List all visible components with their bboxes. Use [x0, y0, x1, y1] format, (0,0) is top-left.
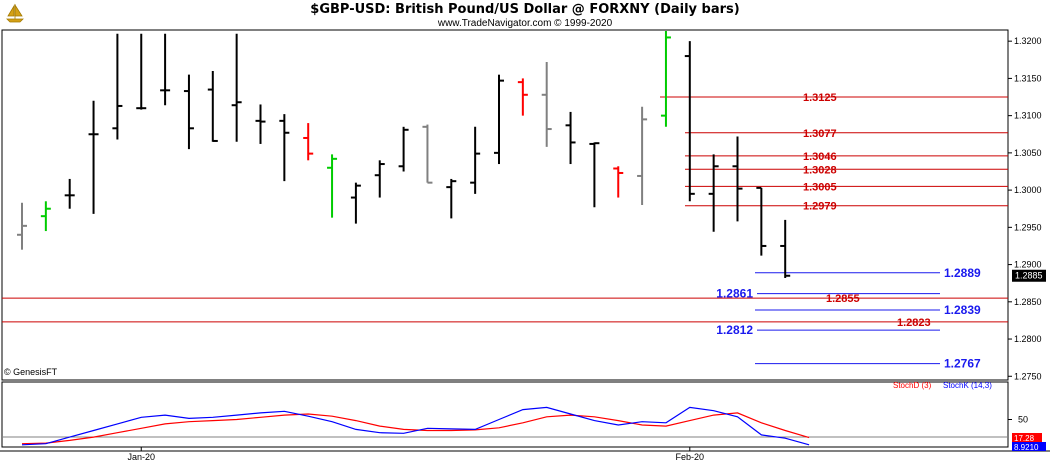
ohlc-bar [231, 33, 242, 142]
chart-title: $GBP-USD: British Pound/US Dollar @ FORX… [310, 2, 740, 17]
ohlc-bar [684, 41, 695, 202]
ohlc-bar [565, 111, 576, 165]
ohlc-bar [422, 124, 433, 184]
price-tick-label: 1.2850 [1014, 297, 1042, 307]
ohlc-bar [160, 33, 171, 106]
ohlc-bar [183, 74, 194, 150]
time-tick-label: Feb-20 [676, 452, 705, 462]
level-label: 1.2889 [944, 266, 981, 280]
stoch-k-value-box [1012, 442, 1046, 451]
stoch-d-line [21, 412, 810, 445]
level-label: 1.2839 [944, 303, 981, 317]
price-tick-label: 1.3200 [1014, 36, 1042, 46]
stoch-d-value: 17.28 [1014, 434, 1035, 443]
ohlc-bar [637, 106, 648, 205]
time-tick-label: Jan-20 [127, 452, 155, 462]
ohlc-bar [780, 219, 791, 278]
ohlc-bar [446, 178, 457, 219]
level-label: 1.2767 [944, 357, 981, 371]
chart-header: $GBP-USD: British Pound/US Dollar @ FORX… [0, 0, 1050, 30]
ohlc-bar [517, 78, 528, 116]
data-credit: © GenesisFT [4, 367, 58, 377]
last-price-box [1012, 269, 1046, 282]
ohlc-bar [207, 70, 218, 142]
stoch-k-legend: StochK (14,3) [943, 381, 992, 390]
stoch-k-line [21, 406, 810, 446]
ohlc-bar [279, 114, 290, 182]
level-label: 1.2812 [716, 323, 753, 337]
price-tick-label: 1.2750 [1014, 371, 1042, 381]
stoch-d-value-box [1012, 433, 1042, 442]
level-label: 1.3125 [803, 92, 837, 104]
ohlc-bar [136, 33, 147, 110]
level-label: 1.2823 [897, 317, 931, 329]
level-label: 1.2855 [826, 293, 860, 305]
ohlc-bar [613, 166, 624, 198]
level-label: 1.2861 [716, 287, 753, 301]
ohlc-bar [589, 142, 600, 208]
stoch-d-legend: StochD (3) [893, 381, 932, 390]
price-tick-label: 1.2900 [1014, 260, 1042, 270]
ohlc-bar [732, 136, 743, 222]
ohlc-bar [350, 182, 361, 224]
ohlc-bar [40, 201, 51, 232]
chart-subtitle: www.TradeNavigator.com © 1999-2020 [437, 18, 613, 29]
level-label: 1.3028 [803, 164, 837, 176]
ohlc-bar [398, 126, 409, 172]
level-label: 1.3046 [803, 151, 837, 163]
ohlc-bar [708, 154, 719, 232]
ohlc-bar [64, 178, 75, 209]
ohlc-bar [660, 31, 671, 127]
price-tick-label: 1.3000 [1014, 185, 1042, 195]
price-tick-label: 1.3150 [1014, 73, 1042, 83]
level-label: 1.3077 [803, 128, 837, 140]
level-label: 1.2979 [803, 201, 837, 213]
ohlc-bar [541, 62, 552, 147]
price-tick-label: 1.2800 [1014, 334, 1042, 344]
stoch-tick-label: 50 [1018, 415, 1028, 425]
price-panel [1, 29, 1009, 381]
price-tick-label: 1.3100 [1014, 111, 1042, 121]
stoch-k-value: 8.9210 [1014, 443, 1039, 452]
ohlc-bar [255, 104, 266, 144]
ohlc-bar [327, 154, 338, 218]
ohlc-bar [112, 33, 123, 140]
level-label: 1.3005 [803, 181, 837, 193]
ohlc-bar [88, 100, 99, 214]
stochastic-panel [1, 381, 1009, 448]
price-tick-label: 1.3050 [1014, 148, 1042, 158]
ohlc-bar [756, 186, 767, 256]
ohlc-bar [17, 202, 27, 250]
ohlc-bar [303, 123, 314, 161]
ohlc-bar [374, 160, 385, 198]
sailboat-logo-icon[interactable] [4, 2, 26, 24]
price-tick-label: 1.2950 [1014, 222, 1042, 232]
ohlc-bar [470, 126, 481, 194]
last-price-label: 1.2885 [1015, 271, 1043, 281]
ohlc-bar [494, 74, 504, 165]
